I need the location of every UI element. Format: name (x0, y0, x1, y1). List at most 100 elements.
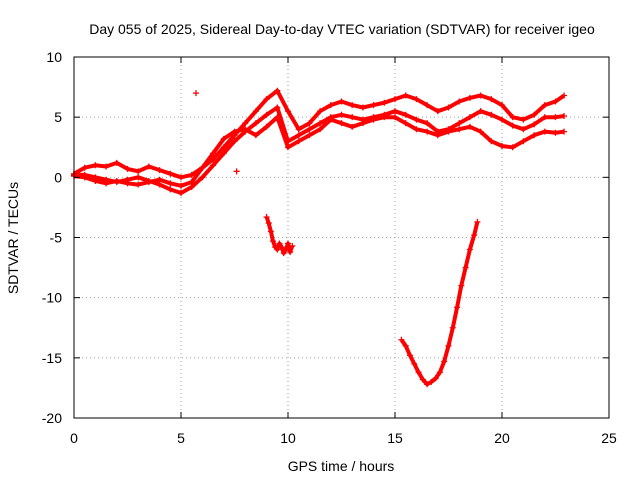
data-point (188, 179, 195, 186)
data-point (432, 375, 439, 382)
data-point (413, 116, 420, 123)
data-point (477, 128, 484, 135)
data-point (188, 171, 195, 178)
data-point (327, 116, 334, 123)
data-point (338, 98, 345, 105)
data-point (156, 167, 163, 174)
y-tick-label: 10 (46, 49, 62, 65)
data-point (156, 176, 163, 183)
data-point (370, 116, 377, 123)
data-point (338, 111, 345, 118)
data-point (541, 128, 548, 135)
series-trace-band-c (73, 115, 565, 188)
data-point (561, 92, 568, 99)
data-point (445, 104, 452, 111)
data-point (295, 132, 302, 139)
data-point (359, 104, 366, 111)
chart-title: Day 055 of 2025, Sidereal Day-to-day VTE… (89, 21, 595, 37)
data-point (392, 96, 398, 103)
data-point (402, 92, 409, 99)
data-point (263, 111, 270, 118)
data-point (531, 121, 538, 128)
data-point (274, 114, 281, 121)
data-point (135, 168, 142, 175)
data-point (274, 104, 281, 111)
data-point (263, 123, 270, 130)
data-point (145, 163, 152, 170)
data-point (434, 132, 441, 139)
data-point (124, 165, 131, 172)
data-point (220, 150, 227, 157)
data-point (265, 220, 272, 227)
data-point (424, 120, 431, 127)
data-point (285, 240, 291, 247)
data-point (306, 120, 313, 127)
data-point (462, 264, 469, 271)
y-tick-label: -15 (42, 350, 62, 366)
data-point (449, 324, 456, 331)
data-point (466, 114, 473, 121)
data-point (263, 96, 270, 103)
data-point (278, 244, 285, 251)
data-point (252, 132, 259, 139)
series-trace-band-b (74, 105, 565, 195)
data-point (252, 108, 259, 115)
data-point (436, 369, 443, 376)
data-point (402, 120, 409, 127)
data-point (317, 120, 324, 127)
data-point (419, 376, 426, 383)
data-point (466, 246, 473, 253)
data-point (92, 177, 99, 184)
data-point (92, 162, 99, 169)
data-point (413, 126, 420, 133)
data-point (471, 232, 478, 239)
data-point (252, 120, 259, 127)
data-point (274, 87, 281, 94)
data-point (359, 120, 366, 127)
data-point (285, 108, 291, 115)
data-point (552, 98, 559, 105)
data-point (113, 159, 120, 166)
data-point (295, 126, 302, 133)
data-point (280, 250, 287, 257)
data-point (552, 114, 559, 121)
data-point (289, 242, 296, 249)
data-point (415, 369, 422, 376)
data-point (370, 102, 377, 109)
data-point (474, 218, 481, 225)
series-trace-band-a (73, 88, 566, 180)
data-point (520, 116, 527, 123)
data-point (295, 138, 302, 145)
data-point (285, 144, 291, 151)
data-point (392, 108, 398, 115)
data-point (456, 126, 463, 133)
y-axis: -20 -15 -10 -5 0 5 10 (42, 49, 609, 426)
data-point (81, 174, 88, 181)
data-point (466, 94, 473, 101)
data-point (541, 114, 548, 121)
data-point (499, 116, 505, 123)
data-point (199, 174, 206, 181)
data-point (210, 162, 217, 169)
data-point (263, 214, 270, 221)
data-point (317, 126, 324, 133)
data-point (242, 126, 249, 133)
x-tick-label: 10 (280, 430, 296, 446)
data-point (488, 111, 495, 118)
data-point (509, 144, 516, 151)
y-tick-label: 5 (54, 109, 62, 125)
data-point (349, 114, 356, 121)
data-point (466, 123, 473, 130)
data-point (242, 120, 249, 127)
data-point (454, 304, 461, 311)
data-point (441, 358, 448, 365)
data-point (531, 132, 538, 139)
data-point (424, 381, 431, 388)
data-point (411, 360, 418, 367)
data-point (103, 180, 110, 187)
data-point (456, 120, 463, 127)
data-point (509, 114, 516, 121)
data-point (398, 336, 405, 343)
data-point (349, 123, 356, 130)
data-point (135, 174, 142, 181)
